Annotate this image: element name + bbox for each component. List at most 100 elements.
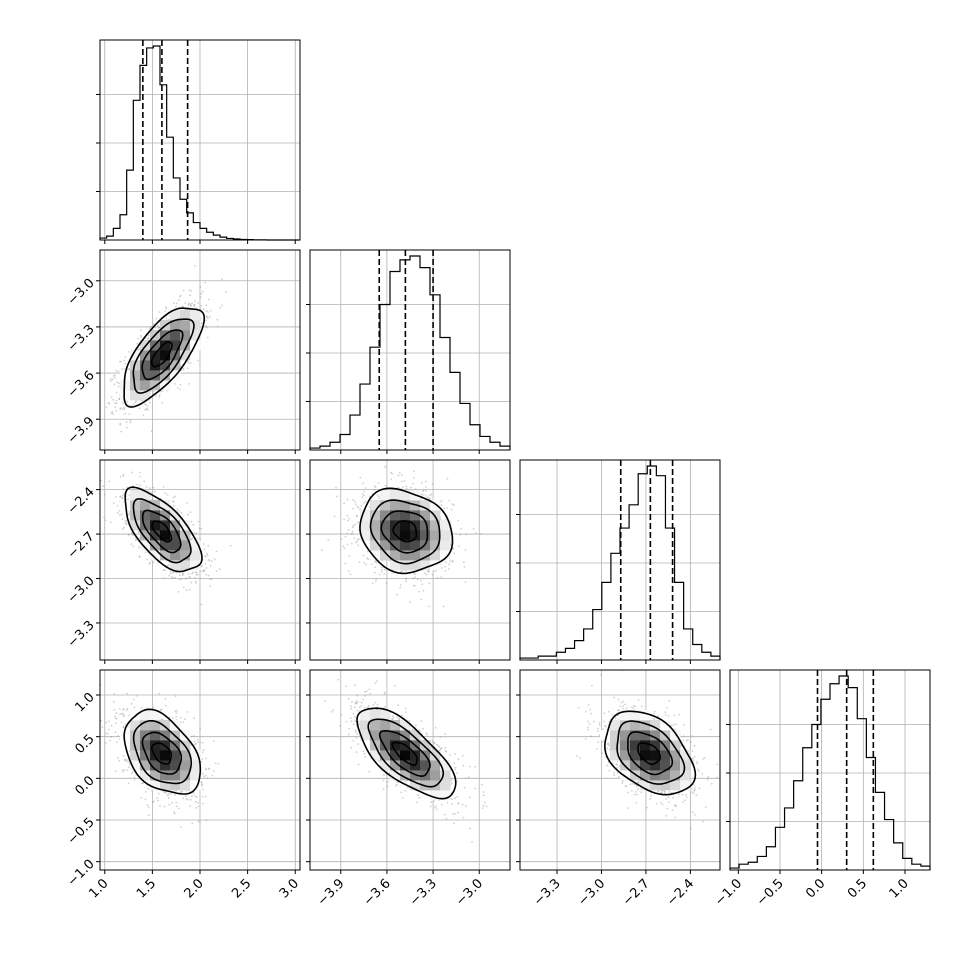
sample-point — [452, 547, 455, 550]
sample-point — [114, 496, 117, 498]
density-cell — [190, 320, 201, 331]
density-cell — [160, 550, 171, 561]
density-cell — [400, 530, 411, 541]
sample-point — [460, 527, 462, 530]
density-cell — [410, 530, 421, 541]
sample-point — [397, 474, 400, 477]
sample-point — [202, 308, 205, 311]
sample-point — [205, 819, 208, 822]
sample-point — [190, 581, 193, 584]
sample-point — [440, 499, 443, 502]
density-content — [100, 684, 220, 828]
density-cell — [160, 360, 171, 371]
sample-point — [197, 573, 199, 576]
sample-point — [194, 580, 197, 583]
sample-point — [420, 497, 423, 500]
sample-point — [204, 562, 207, 565]
sample-point — [425, 490, 428, 492]
sample-point — [352, 526, 354, 529]
density-content — [321, 465, 482, 608]
sample-point — [122, 726, 125, 729]
sample-point — [138, 407, 141, 410]
sample-point — [375, 561, 378, 564]
sample-point — [210, 560, 213, 562]
density-cell — [180, 560, 191, 571]
sample-point — [414, 576, 417, 579]
density-cell — [170, 340, 181, 351]
sample-point — [109, 378, 112, 380]
sample-point — [457, 519, 460, 522]
sample-point — [185, 577, 188, 580]
sample-point — [112, 398, 114, 401]
density-cell — [170, 520, 181, 531]
sample-point — [123, 759, 126, 762]
sample-point — [125, 523, 127, 525]
sample-point — [206, 552, 208, 555]
density-cell — [150, 360, 161, 371]
sample-point — [197, 820, 200, 823]
sample-point — [201, 751, 204, 753]
sample-point — [206, 315, 208, 318]
sample-point — [208, 298, 210, 301]
sample-point — [113, 374, 116, 377]
contour-line — [123, 307, 206, 408]
sample-point — [187, 361, 190, 364]
density-cell — [380, 530, 391, 541]
density-cell — [370, 550, 381, 561]
sample-point — [144, 408, 147, 411]
histogram-panel-1 — [306, 249, 511, 454]
sample-point — [162, 486, 165, 488]
sample-point — [119, 422, 122, 425]
sample-point — [112, 413, 114, 415]
sample-point — [356, 540, 359, 543]
sample-point — [364, 500, 367, 503]
sample-point — [177, 807, 180, 810]
density-cell — [370, 540, 381, 551]
sample-point — [110, 735, 113, 738]
sample-point — [122, 473, 125, 476]
density-cell — [140, 360, 151, 371]
sample-point — [165, 317, 168, 320]
sample-point — [422, 589, 425, 592]
sample-point — [145, 790, 147, 793]
sample-point — [409, 486, 412, 489]
sample-point — [441, 567, 443, 569]
sample-point — [137, 530, 140, 533]
sample-point — [142, 414, 145, 416]
sample-point — [448, 499, 451, 502]
sample-point — [204, 555, 207, 557]
sample-point — [120, 513, 123, 516]
density-cell — [430, 500, 441, 511]
sample-point — [134, 401, 137, 404]
density-cell — [180, 350, 191, 361]
sample-point — [120, 360, 122, 363]
sample-point — [119, 495, 122, 498]
sample-point — [168, 803, 171, 806]
sample-point — [431, 573, 434, 576]
density-cell — [440, 540, 451, 551]
density-cell — [140, 510, 151, 521]
sample-point — [378, 573, 381, 576]
sample-point — [139, 334, 142, 337]
density-cell — [400, 520, 411, 531]
sample-point — [354, 541, 357, 544]
sample-point — [422, 490, 425, 492]
histogram-panel-0 — [96, 39, 301, 244]
sample-point — [350, 533, 353, 535]
sample-point — [132, 534, 135, 536]
sample-point — [358, 538, 360, 540]
sample-point — [199, 286, 202, 288]
sample-point — [147, 337, 150, 339]
density-cell — [440, 520, 451, 531]
sample-point — [348, 555, 351, 558]
sample-point — [111, 378, 114, 381]
sample-point — [137, 337, 140, 340]
sample-point — [163, 791, 166, 794]
sample-point — [383, 465, 386, 468]
sample-point — [201, 784, 203, 787]
sample-point — [368, 506, 371, 508]
density-cell — [150, 540, 161, 551]
sample-point — [129, 421, 132, 424]
sample-point — [190, 538, 193, 541]
density-cell — [160, 500, 171, 511]
